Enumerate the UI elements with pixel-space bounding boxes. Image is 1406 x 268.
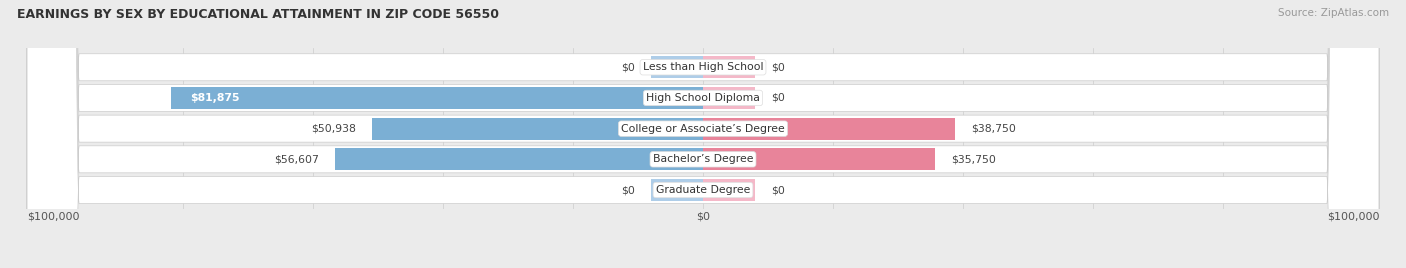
Bar [703,148,935,170]
Text: $0: $0 [772,62,785,72]
Bar [703,87,755,109]
Text: Source: ZipAtlas.com: Source: ZipAtlas.com [1278,8,1389,18]
Bar [335,148,703,170]
Bar [373,118,703,140]
FancyBboxPatch shape [27,0,1379,268]
Text: $0: $0 [772,185,785,195]
FancyBboxPatch shape [27,0,1379,268]
Text: Bachelor’s Degree: Bachelor’s Degree [652,154,754,164]
Text: EARNINGS BY SEX BY EDUCATIONAL ATTAINMENT IN ZIP CODE 56550: EARNINGS BY SEX BY EDUCATIONAL ATTAINMEN… [17,8,499,21]
Bar [703,56,755,78]
Bar [703,179,755,201]
Text: Graduate Degree: Graduate Degree [655,185,751,195]
Text: $50,938: $50,938 [311,124,356,134]
Text: $0: $0 [772,93,785,103]
Text: Less than High School: Less than High School [643,62,763,72]
Legend: Male, Female: Male, Female [633,264,773,268]
Text: $38,750: $38,750 [972,124,1017,134]
Bar [172,87,703,109]
FancyBboxPatch shape [27,0,1379,268]
FancyBboxPatch shape [27,0,1379,268]
Text: $81,875: $81,875 [190,93,240,103]
Text: $0: $0 [621,62,634,72]
Bar [703,118,955,140]
Text: College or Associate’s Degree: College or Associate’s Degree [621,124,785,134]
FancyBboxPatch shape [27,0,1379,268]
Text: High School Diploma: High School Diploma [647,93,759,103]
Bar [651,56,703,78]
Text: $56,607: $56,607 [274,154,319,164]
Text: $0: $0 [621,185,634,195]
Text: $35,750: $35,750 [952,154,997,164]
Bar [651,179,703,201]
